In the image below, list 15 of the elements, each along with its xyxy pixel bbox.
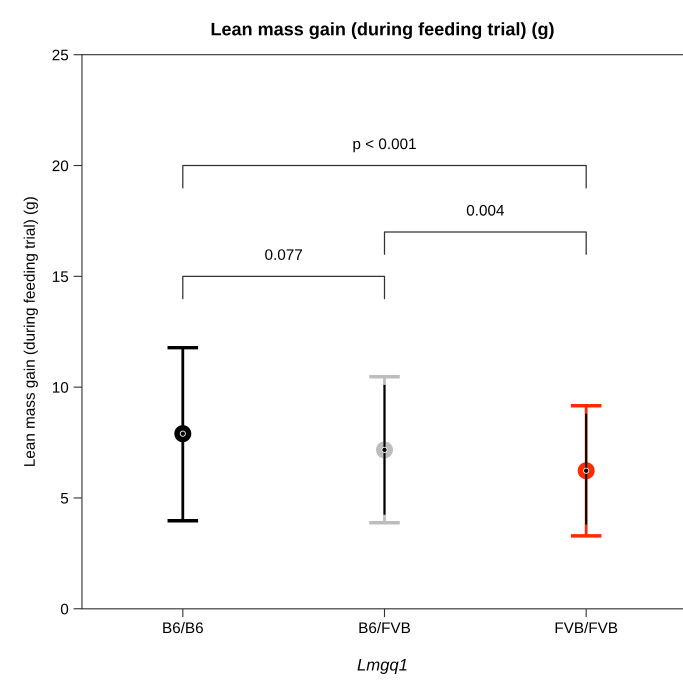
annotation: p < 0.001 [353,138,416,152]
y-tick-label: 10 [52,382,68,393]
y-tick-label: 0 [60,604,68,614]
annotation: 0.004 [466,204,504,216]
x-tick-label: B6/B6 [163,622,203,634]
chart-title: Lean mass gain (during feeding trial) (g) [212,22,554,40]
x-tick-label: FVB/FVB [556,622,618,634]
annotation: 0.077 [265,249,302,260]
x-axis-title: Lmgq1 [358,659,407,674]
y-tick-label: 5 [60,492,68,504]
y-tick-label: 20 [52,160,68,172]
y-tick-label: 25 [52,50,68,60]
y-axis-title: Lean mass gain (during feeding trial) (g) [24,197,38,466]
x-tick-label: B6/FVB [359,622,410,634]
y-tick-label: 15 [52,271,68,282]
